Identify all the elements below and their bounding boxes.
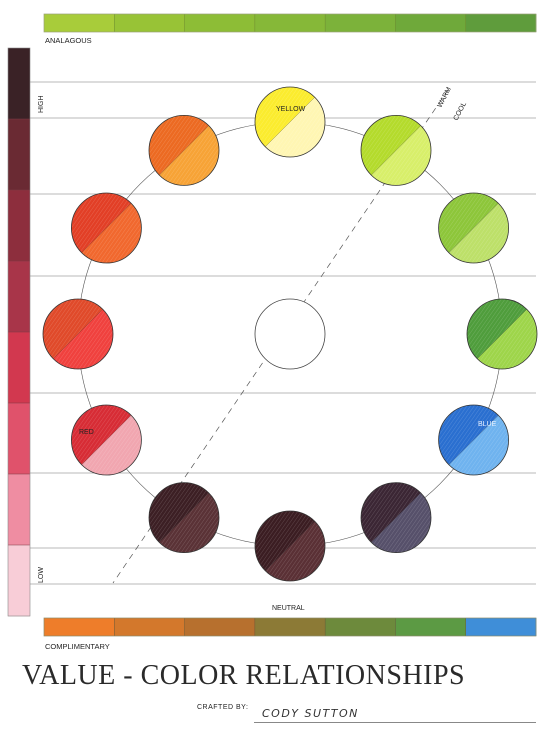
red-swatch <box>71 404 142 476</box>
analogous-swatch <box>184 14 256 32</box>
yellow-label: YELLOW <box>276 106 306 113</box>
analogous-swatch <box>465 14 537 32</box>
value-swatch <box>8 119 30 191</box>
analogous-swatch <box>114 14 185 32</box>
complementary-bar <box>44 618 537 636</box>
complementary-swatch <box>395 618 467 636</box>
color-wheel <box>42 86 538 582</box>
analogous-swatch <box>325 14 396 32</box>
yellow-green-swatch <box>360 115 432 186</box>
analogous-swatch <box>254 14 326 32</box>
neutral-center-circle <box>254 298 326 370</box>
complementary-swatch <box>114 618 185 636</box>
analogous-swatch <box>395 14 467 32</box>
signature-line <box>254 722 536 723</box>
complementary-swatch <box>325 618 396 636</box>
value-scale <box>8 48 30 617</box>
blue-label: BLUE <box>478 421 497 428</box>
complimentary-label: COMPLIMENTARY <box>45 642 110 651</box>
value-swatch <box>8 403 30 475</box>
green-swatch <box>466 298 538 370</box>
blue-violet-swatch <box>360 482 432 553</box>
blue-swatch <box>438 404 509 476</box>
red-violet-swatch <box>148 482 220 553</box>
analogous-bar <box>44 14 537 32</box>
complementary-swatch <box>184 618 256 636</box>
value-swatch <box>8 332 30 404</box>
complementary-swatch <box>254 618 326 636</box>
value-swatch <box>8 190 30 262</box>
analogous-swatch <box>44 14 115 32</box>
red-label: RED <box>79 429 94 436</box>
crafted-by-label: CRAFTED BY: <box>197 704 249 711</box>
value-swatch <box>8 48 30 120</box>
low-label: LOW <box>38 567 45 583</box>
value-swatch <box>8 474 30 546</box>
warm-label: WARM <box>437 86 454 109</box>
violet-swatch <box>254 510 326 582</box>
page-title: VALUE - COLOR RELATIONSHIPS <box>22 660 466 691</box>
high-label: HIGH <box>38 96 45 114</box>
orange-red-swatch <box>71 192 142 264</box>
cool-label: COOL <box>453 101 469 122</box>
complementary-swatch <box>44 618 115 636</box>
value-swatch <box>8 545 30 617</box>
green-light-swatch <box>438 192 509 264</box>
neutral-label: NEUTRAL <box>272 605 305 612</box>
yellow-swatch <box>254 86 326 158</box>
crafted-by-name: CODY SUTTON <box>262 707 359 720</box>
value-swatch <box>8 261 30 333</box>
red-orange-swatch <box>42 298 114 370</box>
analogous-label: ANALAGOUS <box>45 36 92 45</box>
complementary-swatch <box>465 618 537 636</box>
orange-swatch <box>148 115 220 186</box>
